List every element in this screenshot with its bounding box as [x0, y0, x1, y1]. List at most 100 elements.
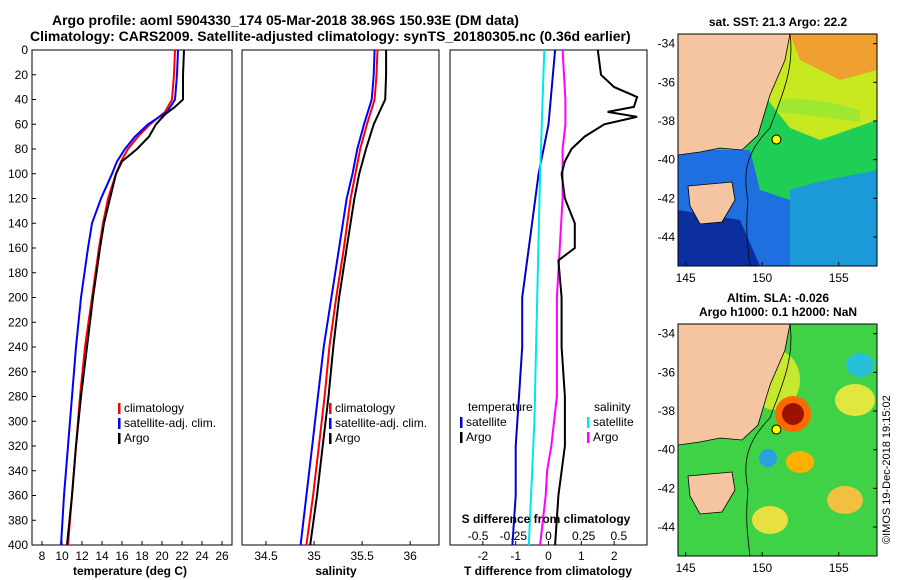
y-tick-label: 140 [8, 216, 28, 230]
legend-label: Argo [466, 430, 492, 444]
legend-label: Argo [593, 430, 619, 444]
y-tick-label: 40 [15, 93, 29, 107]
y-tick-label: 220 [8, 315, 28, 329]
x-tick-label: 8 [39, 549, 46, 563]
x2-tick-label: 0.25 [572, 529, 596, 543]
map-y-tick-label: -42 [658, 191, 676, 205]
y-tick-label: 160 [8, 241, 28, 255]
sla-map-title-1: Altim. SLA: -0.026 [727, 291, 829, 305]
legend-swatch [118, 403, 121, 414]
x-tick-label: -2 [477, 549, 488, 563]
y-tick-label: 20 [15, 68, 29, 82]
y-tick-label: 260 [8, 365, 28, 379]
figure-title-line1: Argo profile: aoml 5904330_174 05-Mar-20… [52, 12, 519, 28]
x-tick-label: 20 [155, 549, 169, 563]
sla-map-frame [677, 323, 878, 557]
series-line-t-satellite [511, 50, 557, 545]
x-tick-label: 2 [611, 549, 618, 563]
map-x-tick-label: 145 [676, 271, 696, 285]
x-tick-label: 34.5 [254, 549, 278, 563]
x-tick-label: 10 [55, 549, 69, 563]
sst-mainland [678, 34, 791, 156]
series-line-t-argo [554, 50, 639, 545]
y-tick-label: 340 [8, 464, 28, 478]
legend-label: climatology [124, 401, 184, 415]
legend-swatch [460, 432, 463, 443]
y-tick-label: 100 [8, 167, 28, 181]
copyright-stamp: ©IMOS 19-Dec-2018 19:15:02 [881, 395, 893, 544]
sst-map-panel: sat. SST: 21.3 Argo: 22.2 145 150 155 -34 -3… [658, 15, 878, 285]
sdiff-xlabel: S difference from climatology [462, 512, 631, 526]
y-tick-label: 400 [8, 538, 28, 552]
legend-label: satellite-adj. clim. [124, 416, 216, 430]
series-line-argo [66, 50, 185, 545]
sla-pos-anomaly-5 [752, 506, 788, 534]
map-x-tick-label: 155 [829, 561, 849, 575]
sst-deep-cool [678, 210, 760, 266]
map-y-tick-label: -42 [658, 481, 676, 495]
map-y-tick-label: -38 [658, 404, 676, 418]
x2-tick-label: 0.5 [611, 529, 628, 543]
x-tick-label: 14 [95, 549, 109, 563]
legend-label: satellite [593, 415, 634, 429]
map-x-tick-label: 155 [829, 271, 849, 285]
salinity-xlabel: salinity [315, 564, 357, 578]
temperature-xlabel: temperature (deg C) [73, 564, 187, 578]
y-tick-label: 200 [8, 291, 28, 305]
y-tick-label: 120 [8, 192, 28, 206]
sla-map-panel: Altim. SLA: -0.026 Argo h1000: 0.1 h2000… [658, 291, 878, 575]
x-tick-label: 36 [403, 549, 417, 563]
legend-title-temperature: temperature [468, 400, 533, 414]
legend-swatch [329, 433, 332, 444]
series-line-satellite-adj--clim- [299, 50, 376, 545]
sla-argo-marker [771, 424, 782, 435]
tdiff-xlabel: T difference from climatology [464, 564, 632, 578]
y-tick-label: 300 [8, 414, 28, 428]
x-tick-label: 26 [215, 549, 229, 563]
x-tick-label: 18 [135, 549, 149, 563]
x-tick-label: 0 [545, 549, 552, 563]
sst-isobath [745, 34, 792, 266]
x-tick-label: 16 [115, 549, 129, 563]
series-line-argo [309, 50, 388, 545]
map-y-tick-label: -34 [658, 327, 676, 341]
y-tick-label: 0 [21, 43, 28, 57]
legend-swatch [329, 418, 332, 429]
temperature-frame [31, 49, 233, 546]
sla-map-title-2: Argo h1000: 0.1 h2000: NaN [699, 305, 857, 319]
map-y-tick-label: -38 [658, 114, 676, 128]
y-tick-label: 60 [15, 117, 29, 131]
sla-pos-anomaly-3 [786, 451, 814, 473]
x-tick-label: 24 [195, 549, 209, 563]
map-y-tick-label: -40 [658, 153, 676, 167]
y-tick-label: 320 [8, 439, 28, 453]
y-tick-label: 240 [8, 340, 28, 354]
y-tick-label: 280 [8, 390, 28, 404]
sla-isobath [745, 324, 792, 556]
sst-mid-band [778, 98, 860, 122]
sla-tasmania [687, 471, 736, 515]
figure-title-line2: Climatology: CARS2009. Satellite-adjuste… [30, 28, 631, 44]
x-tick-label: 1 [578, 549, 585, 563]
map-y-tick-label: -36 [658, 75, 676, 89]
legend-swatch [460, 417, 463, 428]
map-x-tick-label: 145 [676, 561, 696, 575]
map-y-tick-label: -44 [658, 230, 676, 244]
legend-label: satellite-adj. clim. [335, 416, 427, 430]
x-tick-label: 22 [175, 549, 189, 563]
sst-map-frame [677, 33, 878, 267]
sst-cool-east [790, 170, 877, 266]
map-y-tick-label: -34 [658, 37, 676, 51]
temperature-panel: 8 10 12 14 16 18 20 22 24 26020406080100120140160… [8, 43, 233, 578]
legend-label: satellite [466, 415, 507, 429]
map-y-tick-label: -36 [658, 365, 676, 379]
sst-argo-marker [771, 134, 782, 145]
x2-tick-label: 0 [545, 529, 552, 543]
difference-panel: -2 -1 0 1 2-0.5 -0.25 0 0.25 0.5 T difference fr… [449, 49, 648, 578]
y-tick-label: 80 [15, 142, 29, 156]
series-line-s-argo [539, 50, 567, 545]
legend-title-salinity: salinity [594, 400, 631, 414]
sla-pos-anomaly-4 [827, 486, 863, 514]
sla-neg-anomaly-1 [759, 449, 777, 467]
